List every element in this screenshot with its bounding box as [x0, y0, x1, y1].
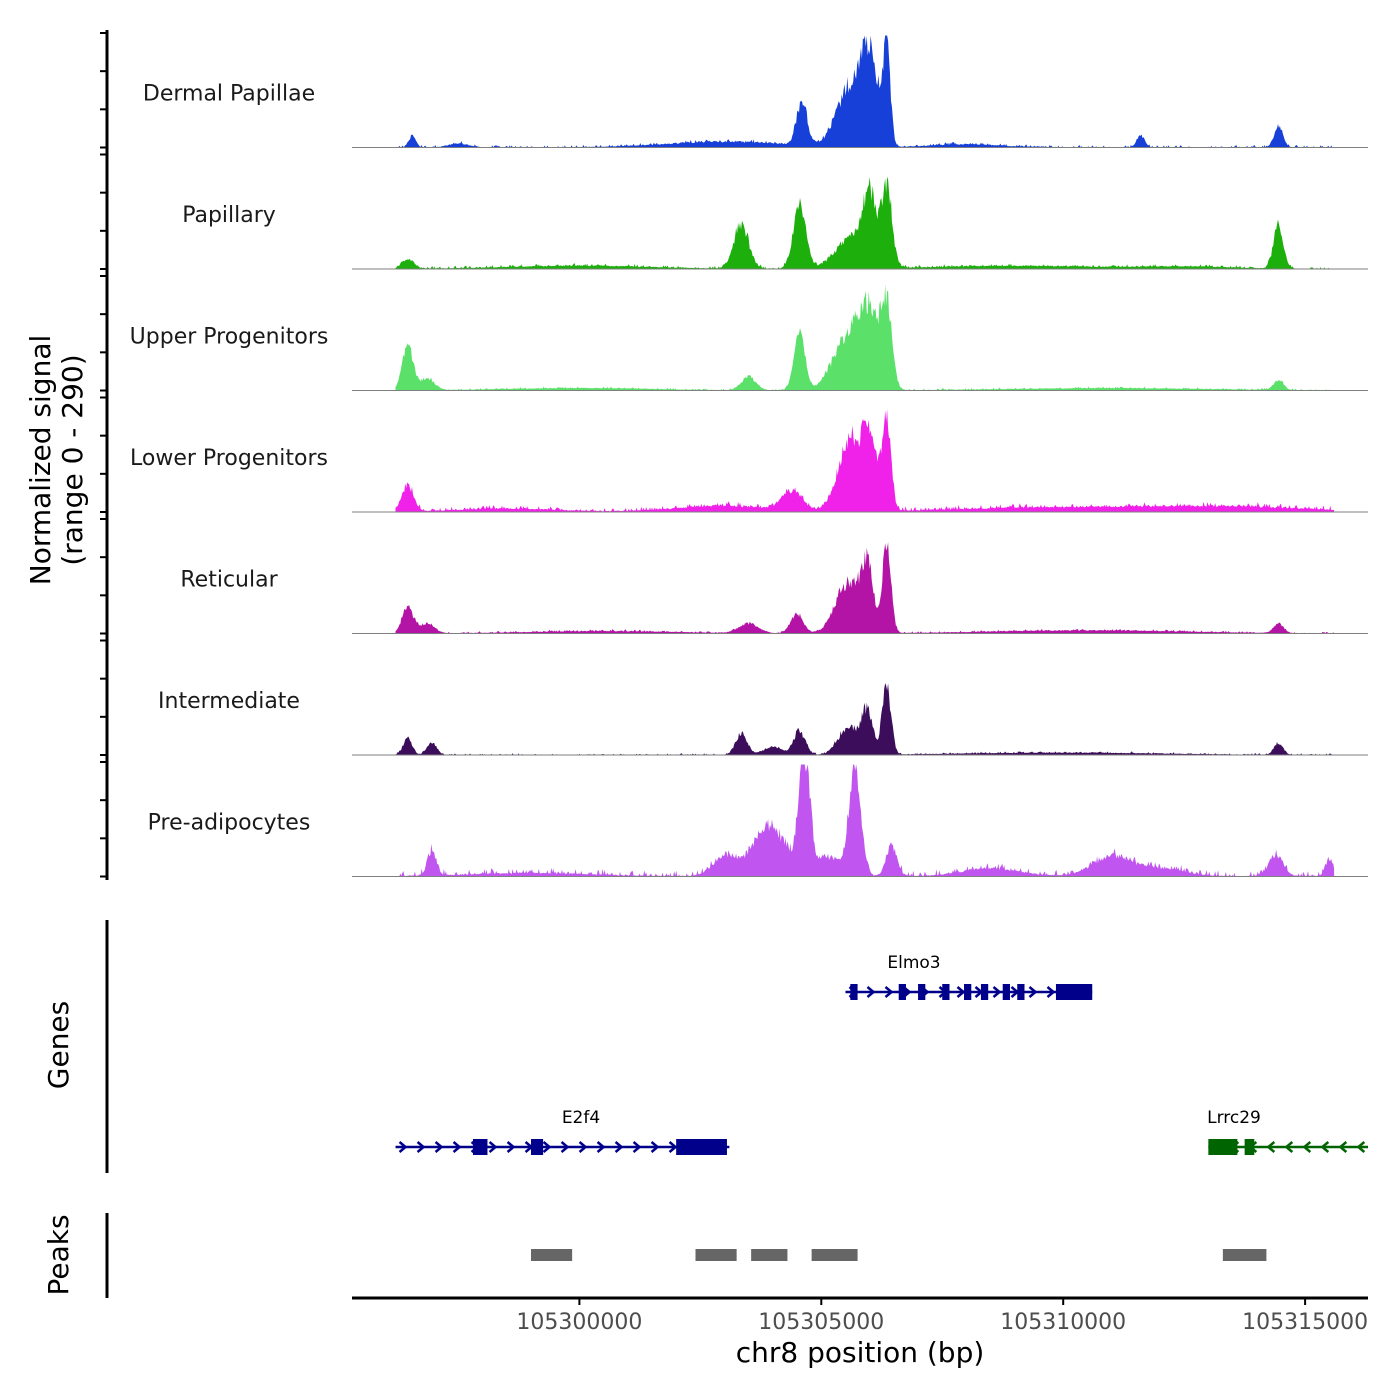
- strand-chevron: [650, 1141, 660, 1153]
- track-papillary: Papillary: [182, 176, 1368, 270]
- strand-chevron: [542, 1141, 552, 1153]
- strand-chevron: [416, 1141, 426, 1153]
- gene-exon: [1208, 1139, 1238, 1155]
- signal-area: [395, 764, 1335, 877]
- gene-exon: [531, 1139, 544, 1155]
- genes-track-title: Genes: [42, 1001, 75, 1089]
- track-lower-progenitors: Lower Progenitors: [130, 409, 1368, 513]
- gene-exon: [1244, 1139, 1255, 1155]
- peak-region: [751, 1249, 788, 1261]
- strand-chevron: [632, 1141, 642, 1153]
- axes: 105300000 105305000 105310000 105315000: [100, 30, 1368, 1335]
- x-tick-label: 105315000: [1242, 1310, 1368, 1335]
- x-tick-label: 105300000: [516, 1310, 642, 1335]
- signal-area: [395, 176, 1335, 269]
- strand-chevron: [560, 1141, 570, 1153]
- strand-chevron: [956, 986, 966, 998]
- strand-chevron: [1284, 1141, 1294, 1153]
- gene-exon: [676, 1139, 727, 1155]
- strand-chevron: [452, 1141, 462, 1153]
- gene-exon: [942, 984, 950, 1000]
- strand-chevron: [668, 1141, 678, 1153]
- y-axis-subtitle: (range 0 - 290): [56, 354, 89, 565]
- y-axis-title: Normalized signal: [24, 335, 57, 586]
- peak-region: [811, 1249, 858, 1261]
- strand-chevron: [398, 1141, 408, 1153]
- gene-exon: [1002, 984, 1010, 1000]
- gene-track: Elmo3 E2f4 Lrrc29: [395, 953, 1368, 1155]
- strand-chevron: [506, 1141, 516, 1153]
- strand-chevron: [1302, 1141, 1312, 1153]
- x-axis-title: chr8 position (bp): [736, 1336, 985, 1369]
- strand-chevron: [1028, 986, 1038, 998]
- gene-exon: [898, 984, 906, 1000]
- track-intermediate: Intermediate: [158, 683, 1368, 756]
- track-upper-progenitors: Upper Progenitors: [130, 283, 1368, 391]
- peak-region: [531, 1249, 573, 1261]
- signal-area: [395, 409, 1335, 512]
- gene-e2f4: E2f4: [395, 1108, 730, 1155]
- gene-label: E2f4: [562, 1108, 600, 1128]
- gene-exon: [980, 984, 989, 1000]
- strand-chevron: [1338, 1141, 1348, 1153]
- gene-exon: [472, 1139, 488, 1155]
- signal-tracks: Dermal Papillae Papillary Upper Progenitor…: [130, 35, 1368, 877]
- signal-area: [395, 35, 1335, 148]
- gene-lrrc29: Lrrc29: [1207, 1108, 1368, 1155]
- track-label: Lower Progenitors: [130, 446, 328, 471]
- strand-chevron: [1320, 1141, 1330, 1153]
- strand-chevron: [992, 986, 1002, 998]
- gene-exon: [964, 984, 972, 1000]
- gene-label: Elmo3: [887, 953, 940, 973]
- x-tick-label: 105305000: [758, 1310, 884, 1335]
- track-dermal-papillae: Dermal Papillae: [143, 35, 1368, 148]
- strand-chevron: [1046, 986, 1056, 998]
- strand-chevron: [596, 1141, 606, 1153]
- signal-area: [395, 683, 1335, 755]
- strand-chevron: [1266, 1141, 1276, 1153]
- gene-exon: [1017, 984, 1025, 1000]
- strand-chevron: [578, 1141, 588, 1153]
- strand-chevron: [488, 1141, 498, 1153]
- strand-chevron: [884, 986, 894, 998]
- x-tick-label: 105310000: [1000, 1310, 1126, 1335]
- track-reticular: Reticular: [180, 542, 1368, 634]
- strand-chevron: [1356, 1141, 1366, 1153]
- strand-chevron: [434, 1141, 444, 1153]
- track-pre-adipocytes: Pre-adipocytes: [148, 764, 1368, 877]
- track-label: Reticular: [180, 568, 278, 593]
- gene-elmo3: Elmo3: [845, 953, 1093, 1000]
- track-label: Pre-adipocytes: [148, 811, 311, 836]
- signal-area: [395, 542, 1335, 634]
- peak-track: [531, 1249, 1267, 1261]
- track-label: Intermediate: [158, 689, 300, 714]
- strand-chevron: [614, 1141, 624, 1153]
- peaks-track-title: Peaks: [42, 1214, 75, 1295]
- gene-exon: [850, 984, 858, 1000]
- track-label: Papillary: [182, 203, 276, 228]
- strand-chevron: [866, 986, 876, 998]
- gene-label: Lrrc29: [1207, 1108, 1261, 1128]
- signal-area: [395, 283, 1335, 391]
- gene-exon: [918, 984, 926, 1000]
- track-label: Upper Progenitors: [130, 325, 329, 350]
- peak-region: [695, 1249, 737, 1261]
- peak-region: [1222, 1249, 1267, 1261]
- gene-exon: [1055, 984, 1093, 1000]
- track-label: Dermal Papillae: [143, 82, 315, 107]
